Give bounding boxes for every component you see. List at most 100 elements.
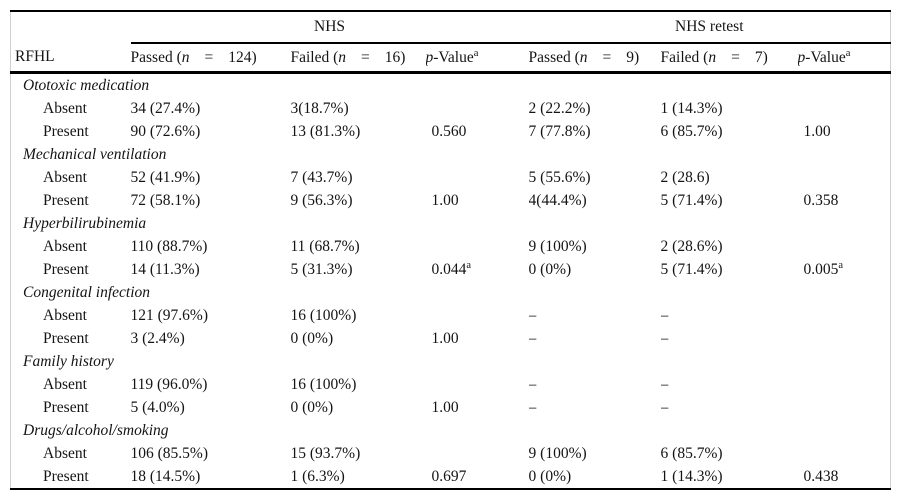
col-header-retest-failed: Failed (n = 7) (660, 43, 798, 74)
table-row: Absent 52 (41.9%) 7 (43.7%) 5 (55.6%) 2 … (11, 166, 891, 189)
cell-nhs-failed: 0 (0%) (290, 329, 334, 347)
cell-retest-passed: – (528, 398, 537, 416)
cell-retest-passed: – (528, 329, 537, 347)
cell-nhs-passed: 119 (96.0%) (130, 375, 208, 393)
cell-retest-passed: – (528, 375, 537, 393)
col-header-nhs-pvalue: p-Valuea (425, 43, 529, 74)
cell-nhs-passed: 3 (2.4%) (130, 329, 185, 347)
cell-nhs-failed: 9 (56.3%) (290, 191, 353, 209)
cell-retest-pvalue: 0.005a (803, 259, 844, 278)
cell-retest-passed: 0 (0%) (528, 260, 572, 278)
cell-retest-failed: – (660, 375, 669, 393)
col-header-retest-pvalue: p-Valuea (797, 43, 891, 74)
group-header-row: Drugs/alcohol/smoking (11, 419, 891, 442)
cell-retest-pvalue (798, 327, 891, 350)
row-label: Present (43, 260, 89, 278)
cell-nhs-failed: 11 (68.7%) (290, 237, 360, 255)
cell-retest-failed: – (660, 329, 669, 347)
cell-nhs-passed: 110 (88.7%) (130, 237, 208, 255)
cell-nhs-pvalue (426, 304, 529, 327)
group-label: Hyperbilirubinemia (23, 214, 147, 232)
cell-nhs-passed: 5 (4.0%) (130, 398, 185, 416)
cell-retest-failed: 1 (14.3%) (660, 467, 723, 485)
group-label: Ototoxic medication (23, 76, 150, 94)
row-label: Present (43, 467, 89, 485)
cell-nhs-failed: 1 (6.3%) (290, 467, 345, 485)
table-row: Present 14 (11.3%) 5 (31.3%) 0.044a 0 (0… (11, 258, 891, 281)
table-row: Present 3 (2.4%) 0 (0%) 1.00 – – (11, 327, 891, 350)
cell-retest-failed: 6 (85.7%) (660, 444, 723, 462)
column-group-nhs: NHS (130, 11, 529, 44)
group-label: Family history (23, 352, 114, 370)
cell-retest-passed: 2 (22.2%) (528, 99, 591, 117)
table-row: Present 90 (72.6%) 13 (81.3%) 0.560 7 (7… (11, 120, 891, 143)
row-header-rfhl: RFHL (10, 43, 131, 74)
cell-retest-pvalue (798, 396, 891, 419)
row-label: Absent (43, 168, 87, 186)
cell-nhs-failed: 15 (93.7%) (290, 444, 361, 462)
cell-nhs-pvalue (426, 373, 529, 396)
col-header-nhs-passed: Passed (n = 124) (130, 43, 291, 74)
cell-retest-failed: 2 (28.6) (660, 168, 710, 186)
table-row: Present 72 (58.1%) 9 (56.3%) 1.00 4(44.4… (11, 189, 891, 212)
cell-retest-passed: – (528, 306, 537, 324)
cell-nhs-pvalue: 1.00 (431, 191, 459, 209)
cell-retest-pvalue (798, 304, 891, 327)
cell-nhs-passed: 90 (72.6%) (130, 122, 201, 140)
col-header-nhs-failed: Failed (n = 16) (290, 43, 426, 74)
row-label: Absent (43, 375, 87, 393)
cell-retest-passed: 0 (0%) (528, 467, 572, 485)
cell-retest-passed: 5 (55.6%) (528, 168, 591, 186)
cell-nhs-pvalue (426, 97, 529, 120)
column-group-row: NHS NHS retest (11, 11, 891, 44)
cell-retest-passed: 9 (100%) (528, 237, 587, 255)
row-label: Absent (43, 444, 87, 462)
cell-nhs-pvalue: 0.697 (431, 467, 467, 485)
cell-nhs-pvalue (426, 442, 529, 465)
row-label: Present (43, 329, 89, 347)
row-label: Present (43, 398, 89, 416)
cell-retest-passed: 4(44.4%) (528, 191, 587, 209)
column-header-row: RFHL Passed (n = 124) Failed (n = 16) p-Valu… (10, 43, 891, 74)
cell-retest-passed: 9 (100%) (528, 444, 587, 462)
spanner-spacer-cell (11, 11, 131, 43)
cell-nhs-pvalue (426, 166, 529, 189)
cell-retest-pvalue (798, 166, 891, 189)
cell-retest-failed: 2 (28.6%) (660, 237, 723, 255)
cell-nhs-passed: 121 (97.6%) (130, 306, 209, 324)
table-row: Absent 34 (27.4%) 3(18.7%) 2 (22.2%) 1 (… (11, 97, 891, 120)
cell-nhs-failed: 13 (81.3%) (290, 122, 361, 140)
cell-nhs-pvalue (426, 235, 529, 258)
cell-nhs-failed: 7 (43.7%) (290, 168, 353, 186)
cell-retest-pvalue (798, 235, 891, 258)
cell-nhs-failed: 16 (100%) (290, 375, 357, 393)
cell-nhs-passed: 52 (41.9%) (130, 168, 201, 186)
cell-retest-pvalue: 1.00 (803, 122, 831, 140)
group-header-row: Mechanical ventilation (11, 143, 891, 166)
col-header-retest-passed: Passed (n = 9) (528, 43, 661, 74)
table-row: Absent 121 (97.6%) 16 (100%) – – (11, 304, 891, 327)
cell-nhs-pvalue: 1.00 (431, 329, 459, 347)
nhs-spanner-label: NHS (314, 18, 346, 35)
cell-nhs-passed: 106 (85.5%) (130, 444, 209, 462)
cell-retest-pvalue (798, 373, 891, 396)
cell-retest-failed: 1 (14.3%) (660, 99, 723, 117)
cell-nhs-pvalue: 0.044a (431, 259, 472, 278)
rfhl-nhs-table: NHS NHS retest RFHL Passed (n = 124) Faile… (10, 10, 892, 490)
cell-retest-pvalue (798, 97, 891, 120)
cell-nhs-pvalue: 1.00 (431, 398, 459, 416)
cell-retest-failed: – (660, 398, 669, 416)
row-label: Present (43, 122, 89, 140)
group-header-row: Ototoxic medication (11, 73, 891, 98)
group-label: Mechanical ventilation (23, 145, 167, 163)
footnote-marker: a (473, 47, 479, 59)
column-group-nhs-retest: NHS retest (528, 11, 891, 44)
table-row: Present 5 (4.0%) 0 (0%) 1.00 – – (11, 396, 891, 419)
row-label: Absent (43, 237, 87, 255)
cell-retest-failed: – (660, 306, 669, 324)
cell-nhs-passed: 72 (58.1%) (130, 191, 201, 209)
row-label: Absent (43, 306, 87, 324)
group-label: Congenital infection (23, 283, 150, 301)
cell-nhs-passed: 14 (11.3%) (130, 260, 200, 278)
